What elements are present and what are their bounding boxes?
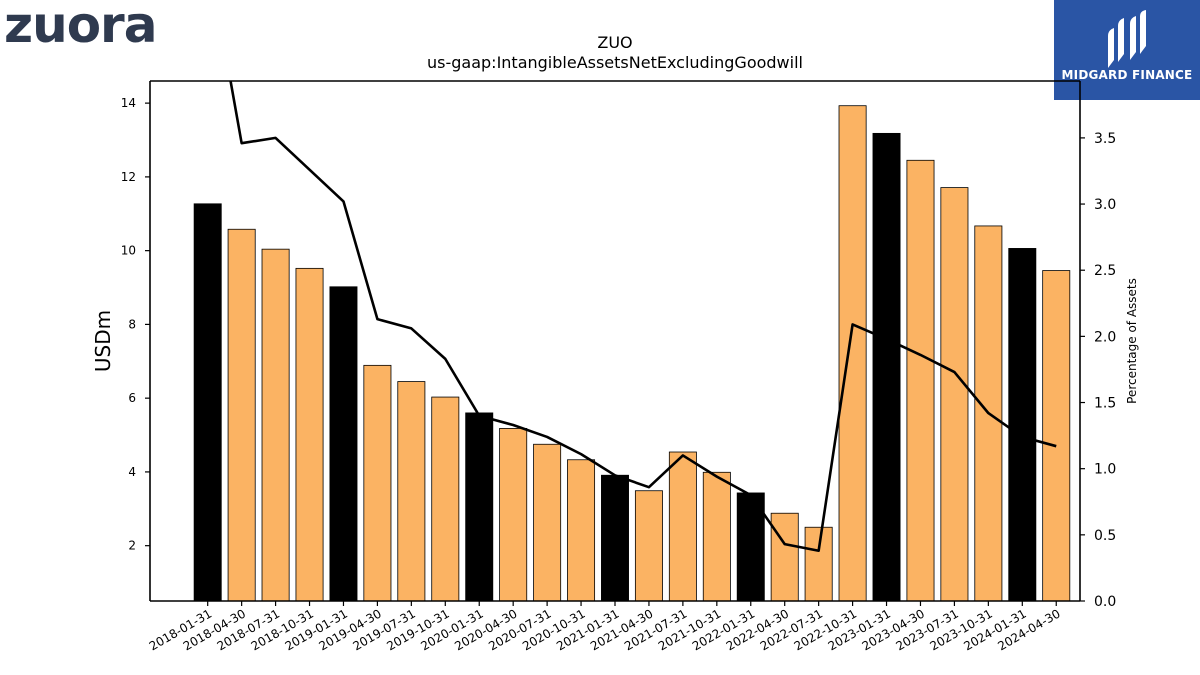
- bar-2023-07-31: [940, 187, 969, 602]
- y-axis-label: USDm: [91, 310, 115, 372]
- bars-layer: [193, 105, 1071, 602]
- chart-subtitle: us-gaap:IntangibleAssetsNetExcludingGood…: [427, 53, 803, 72]
- midgard-finance-logo: MIDGARD FINANCE: [1054, 0, 1200, 100]
- y2-tick-label-1.0: 1.0: [1094, 462, 1116, 478]
- bar-2022-04-30: [770, 512, 799, 602]
- y-tick-label-2: 2: [128, 539, 136, 553]
- percentage-line: [229, 81, 1057, 553]
- y2-tick-label-2.5: 2.5: [1094, 263, 1116, 279]
- y-tick-label-10: 10: [121, 244, 136, 258]
- bar-2019-04-30: [363, 364, 392, 602]
- bar-2018-01-31: [193, 203, 222, 602]
- bar-2021-10-31: [702, 471, 731, 602]
- bar-2019-01-31: [329, 286, 358, 602]
- midgard-mark-icon: [1108, 10, 1146, 68]
- line-layer: [229, 81, 1057, 553]
- bar-2020-04-30: [499, 427, 528, 602]
- bar-2022-01-31: [736, 492, 765, 602]
- chart-title: ZUO: [597, 33, 632, 52]
- y2-tick-label-0.0: 0.0: [1094, 594, 1116, 610]
- bar-2023-04-30: [906, 159, 935, 602]
- y2-tick-label-1.5: 1.5: [1094, 396, 1116, 412]
- y2-tick-label-2.0: 2.0: [1094, 329, 1116, 345]
- y-tick-label-8: 8: [128, 317, 136, 331]
- bar-2020-01-31: [465, 412, 494, 602]
- y-tick-label-14: 14: [121, 96, 136, 110]
- bar-2023-01-31: [872, 132, 901, 602]
- zuora-logo: zuora: [4, 0, 157, 54]
- y-tick-label-4: 4: [128, 465, 136, 479]
- bar-2018-10-31: [295, 267, 324, 602]
- y2-tick-label-3.0: 3.0: [1094, 197, 1116, 213]
- bar-2022-10-31: [838, 105, 867, 602]
- bar-2020-07-31: [533, 443, 562, 602]
- y-tick-label-6: 6: [128, 391, 136, 405]
- bar-2019-07-31: [397, 381, 426, 602]
- y-tick-label-12: 12: [121, 170, 136, 184]
- y2-tick-label-0.5: 0.5: [1094, 528, 1116, 544]
- bar-2018-07-31: [261, 248, 290, 602]
- bar-2018-04-30: [227, 228, 256, 602]
- bar-2024-01-31: [1008, 248, 1037, 602]
- bar-2021-04-30: [634, 490, 663, 602]
- midgard-finance-wordmark: MIDGARD FINANCE: [1061, 68, 1193, 82]
- bar-2022-07-31: [804, 526, 833, 602]
- bar-2021-01-31: [601, 474, 629, 602]
- y2-tick-label-3.5: 3.5: [1094, 131, 1116, 147]
- bar-2021-07-31: [668, 451, 697, 602]
- bar-2024-04-30: [1042, 270, 1071, 602]
- bar-2020-10-31: [567, 459, 596, 602]
- bar-2019-10-31: [431, 396, 460, 602]
- y2-axis-label: Percentage of Assets: [1125, 278, 1139, 404]
